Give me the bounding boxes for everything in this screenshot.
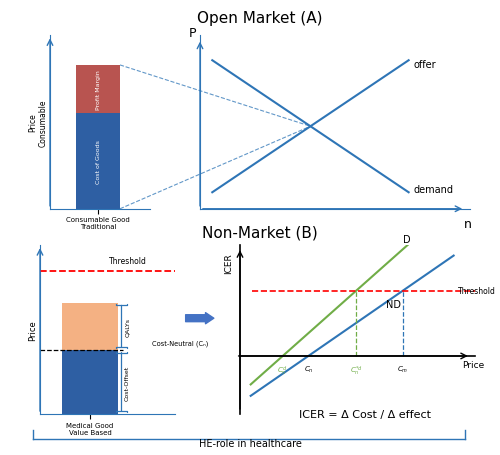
Text: QALYs: QALYs [125, 317, 130, 336]
Text: Non-Market (B): Non-Market (B) [202, 225, 318, 240]
Text: ND: ND [386, 300, 402, 310]
Text: offer: offer [414, 60, 436, 69]
Bar [62, 350, 118, 414]
Text: D: D [403, 234, 410, 244]
Text: $C^d_n$: $C^d_n$ [278, 364, 288, 377]
Text: Threshold: Threshold [109, 257, 147, 266]
Text: Threshold: Threshold [458, 287, 496, 295]
Text: ICER: ICER [224, 253, 234, 274]
Text: $C^{*d}_{n}$: $C^{*d}_{n}$ [350, 364, 363, 377]
Text: P: P [189, 27, 196, 40]
Text: Profit Margin: Profit Margin [96, 70, 100, 110]
Text: Cost of Goods: Cost of Goods [96, 140, 100, 184]
Bar [76, 114, 120, 209]
FancyArrowPatch shape [186, 313, 214, 324]
Text: Cost-Neutral (Cₙ): Cost-Neutral (Cₙ) [152, 340, 208, 347]
Bar [76, 66, 120, 114]
Text: $C_m$: $C_m$ [398, 364, 408, 374]
Text: ICER = Δ Cost / Δ effect: ICER = Δ Cost / Δ effect [299, 410, 431, 420]
Text: Open Market (A): Open Market (A) [197, 11, 323, 26]
Text: Price: Price [462, 360, 484, 369]
Text: $C_n$: $C_n$ [304, 364, 313, 374]
Bar [62, 303, 118, 350]
Text: demand: demand [414, 185, 454, 195]
Text: Cost-Offset: Cost-Offset [125, 364, 130, 399]
Y-axis label: Price: Price [28, 319, 37, 340]
Y-axis label: Price
Consumable: Price Consumable [28, 99, 47, 147]
Text: n: n [464, 217, 471, 231]
Text: HE-role in healthcare: HE-role in healthcare [198, 438, 302, 448]
